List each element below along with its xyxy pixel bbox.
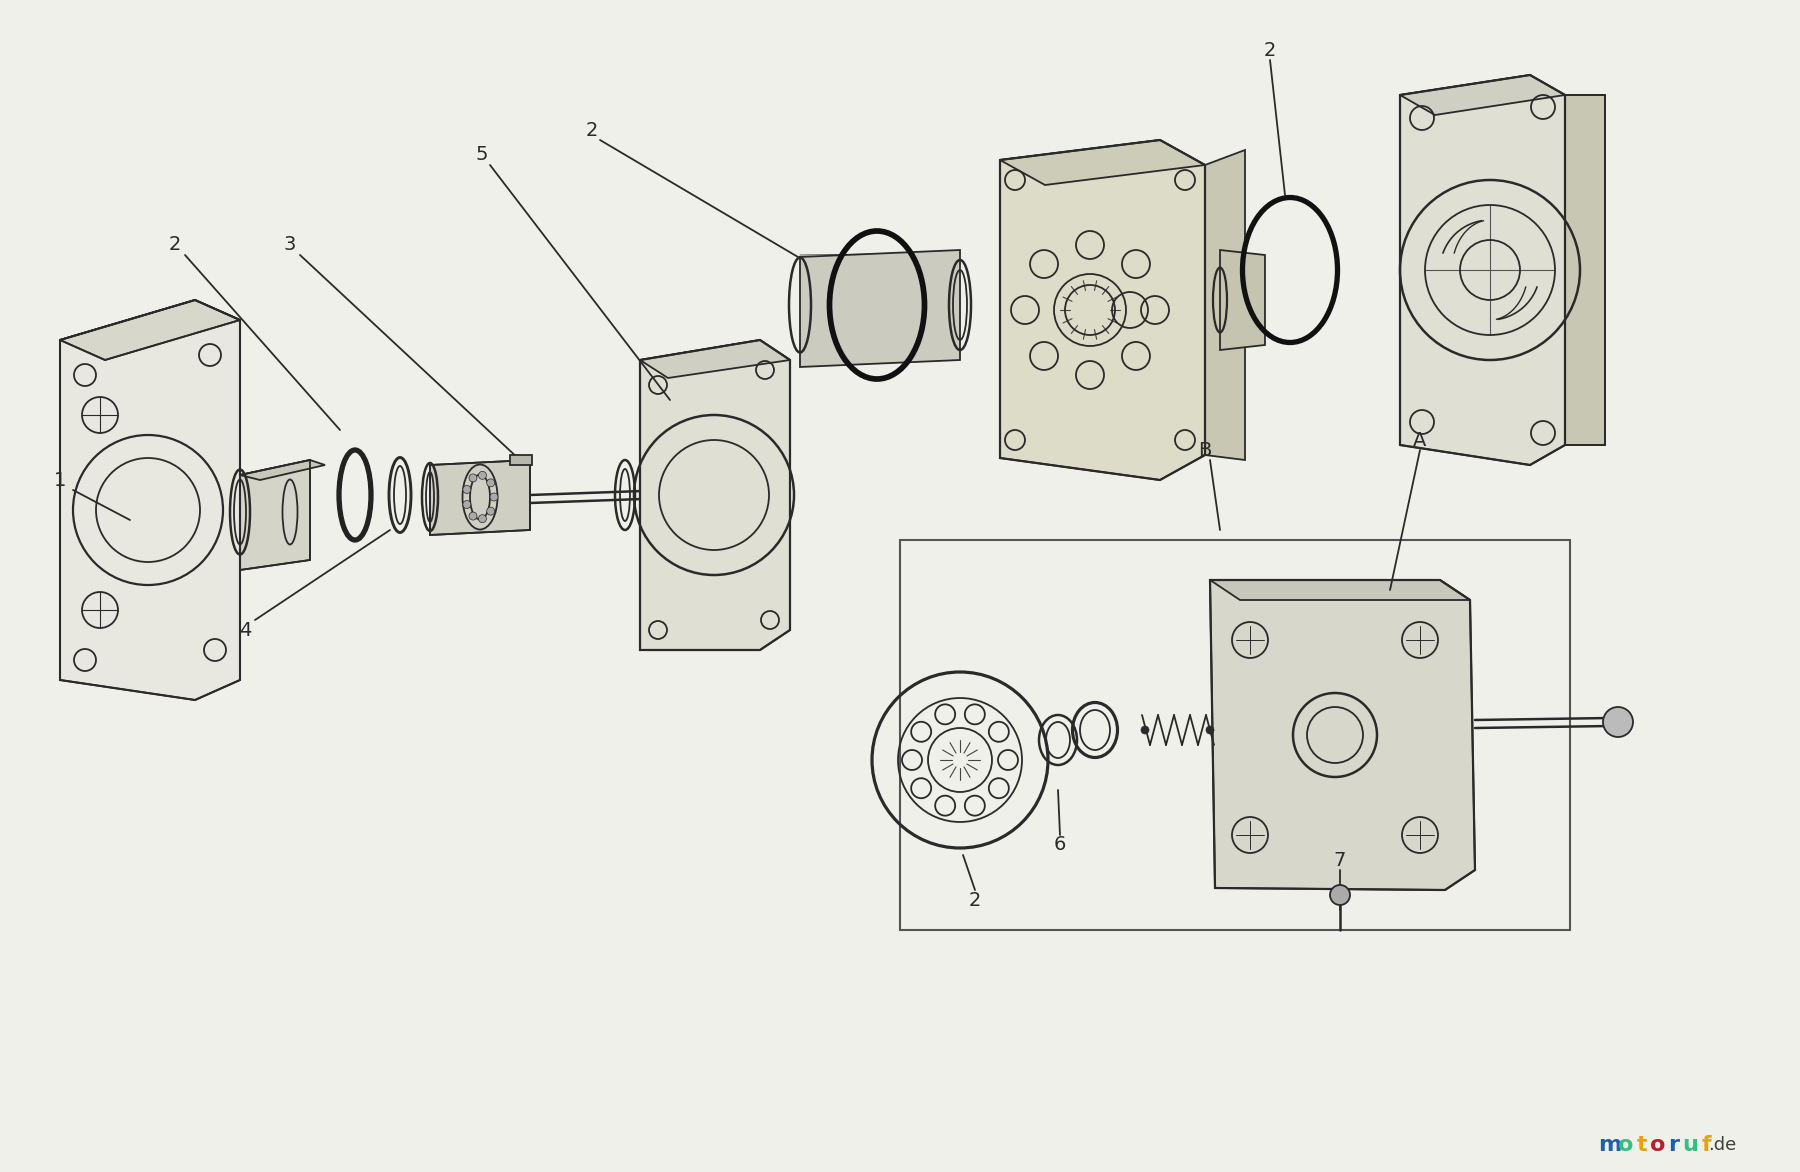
Polygon shape [799, 250, 959, 367]
Text: 5: 5 [475, 145, 488, 164]
Circle shape [490, 493, 499, 500]
Text: .de: .de [1708, 1136, 1737, 1154]
Text: 7: 7 [1334, 851, 1346, 870]
Text: 3: 3 [284, 236, 297, 254]
Text: A: A [1413, 430, 1427, 450]
Polygon shape [430, 459, 529, 534]
Polygon shape [1220, 250, 1265, 350]
Text: 2: 2 [1264, 41, 1276, 60]
Polygon shape [59, 300, 239, 360]
Polygon shape [1564, 95, 1606, 445]
Circle shape [470, 512, 477, 520]
Text: u: u [1681, 1134, 1697, 1154]
Text: m: m [1598, 1134, 1622, 1154]
Text: t: t [1636, 1134, 1647, 1154]
Circle shape [479, 515, 486, 523]
Polygon shape [1400, 75, 1564, 465]
Text: r: r [1669, 1134, 1679, 1154]
Circle shape [486, 507, 495, 516]
Bar [509, 455, 533, 465]
Circle shape [463, 500, 472, 509]
Polygon shape [1210, 580, 1471, 600]
Circle shape [1330, 885, 1350, 905]
Circle shape [479, 471, 486, 479]
Circle shape [486, 479, 495, 486]
Circle shape [1206, 725, 1213, 734]
Circle shape [1141, 725, 1148, 734]
Text: f: f [1701, 1134, 1710, 1154]
Polygon shape [641, 340, 790, 650]
Text: B: B [1199, 441, 1211, 459]
Polygon shape [1001, 139, 1204, 481]
Circle shape [1604, 707, 1633, 737]
Text: o: o [1618, 1134, 1634, 1154]
Circle shape [463, 485, 472, 493]
Polygon shape [1210, 580, 1474, 890]
Text: 2: 2 [968, 891, 981, 909]
Text: 1: 1 [54, 470, 67, 490]
Polygon shape [239, 459, 310, 570]
Text: o: o [1651, 1134, 1665, 1154]
Text: 2: 2 [169, 236, 182, 254]
Circle shape [470, 473, 477, 482]
Polygon shape [1204, 150, 1246, 459]
Polygon shape [641, 340, 790, 379]
Polygon shape [239, 459, 326, 481]
Text: 6: 6 [1053, 836, 1066, 854]
Text: 2: 2 [585, 121, 598, 139]
Polygon shape [59, 300, 239, 700]
Polygon shape [1400, 75, 1564, 115]
Text: 4: 4 [239, 620, 252, 640]
Polygon shape [1001, 139, 1204, 185]
